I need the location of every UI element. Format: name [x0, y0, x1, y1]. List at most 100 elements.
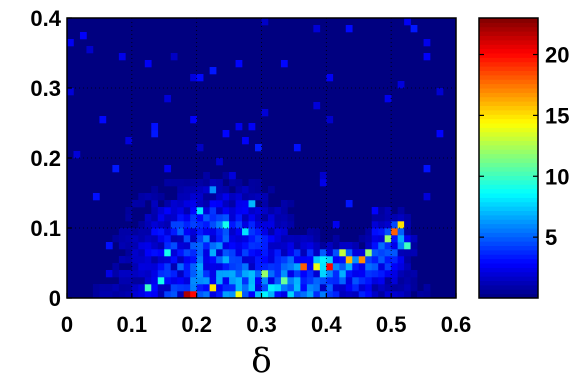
heatmap-cell [144, 291, 152, 299]
heatmap-cell [216, 263, 223, 271]
heatmap-cell [293, 284, 301, 292]
heatmap-cell [196, 214, 204, 222]
heatmap-cell [300, 291, 308, 299]
heatmap-cell [319, 172, 327, 180]
colorbar-tick-label: 5 [545, 225, 557, 250]
x-tick-label: 0.3 [246, 312, 277, 337]
heatmap-cell [151, 249, 159, 257]
heatmap-cell [183, 186, 191, 194]
heatmap-cell [248, 263, 256, 271]
heatmap-cell [313, 284, 321, 292]
heatmap-cell [209, 256, 217, 264]
heatmap-cell [138, 291, 146, 299]
heatmap-cell [164, 242, 172, 250]
heatmap-cell [306, 291, 314, 299]
heatmap-cell [410, 235, 418, 243]
heatmap-cell [378, 228, 385, 236]
heatmap-cell [235, 207, 243, 215]
heatmap-cell [319, 263, 327, 271]
heatmap-cell [190, 186, 197, 194]
heatmap-cell [196, 284, 204, 292]
heatmap-cell [378, 221, 385, 229]
heatmap-cell [332, 249, 340, 257]
heatmap-cell [326, 291, 334, 299]
heatmap-cell [112, 165, 120, 173]
heatmap-cell [326, 263, 334, 271]
heatmap-cell [365, 263, 373, 271]
heatmap-cell [216, 221, 223, 229]
colorbar-swatch [479, 179, 538, 185]
heatmap-cell [157, 263, 165, 271]
heatmap-cell [157, 270, 165, 278]
heatmap-cell [151, 277, 159, 285]
heatmap-cell [326, 74, 334, 82]
heatmap-cell [280, 214, 288, 222]
colorbar-swatch [479, 289, 538, 295]
heatmap-cell [319, 277, 327, 285]
heatmap-cell [222, 263, 230, 271]
heatmap-cell [287, 277, 295, 285]
colorbar-swatch [479, 22, 538, 28]
heatmap-cell [183, 228, 191, 236]
heatmap-cell [209, 291, 217, 299]
heatmap-cell [391, 284, 398, 292]
heatmap-cell [404, 221, 411, 229]
heatmap-cell [267, 263, 275, 271]
heatmap-cell [293, 235, 301, 243]
heatmap-cell [378, 284, 385, 292]
heatmap-cell [235, 235, 243, 243]
heatmap-cell [378, 270, 385, 278]
heatmap-cell [177, 186, 184, 194]
heatmap-cell [222, 200, 230, 208]
heatmap-cell [164, 179, 172, 187]
heatmap-cell [151, 263, 159, 271]
heatmap-cell [203, 235, 210, 243]
heatmap-cell [164, 256, 172, 264]
heatmap-cell [267, 221, 275, 229]
heatmap-cell [138, 277, 146, 285]
heatmap-cell [209, 67, 217, 75]
heatmap-cell [183, 277, 191, 285]
heatmap-cell [190, 256, 197, 264]
heatmap-cell [164, 200, 172, 208]
heatmap-cell [157, 235, 165, 243]
heatmap-cell [131, 270, 139, 278]
heatmap-cell [170, 256, 178, 264]
heatmap-cell [209, 179, 217, 187]
heatmap-cell [365, 228, 373, 236]
heatmap-cell [391, 235, 398, 243]
heatmap-cell [190, 284, 197, 292]
heatmap-cell [397, 277, 405, 285]
colorbar-tick-label: 15 [545, 103, 569, 128]
heatmap-cell [222, 228, 230, 236]
heatmap-cell [267, 277, 275, 285]
heatmap-cell [274, 214, 282, 222]
heatmap-cell [345, 249, 353, 257]
heatmap-cell [170, 228, 178, 236]
heatmap-cell [255, 249, 262, 257]
heatmap-cell [196, 200, 204, 208]
heatmap-cell [300, 235, 308, 243]
x-tick-label: 0.4 [311, 312, 342, 337]
colorbar-swatch [479, 249, 538, 255]
heatmap-cell [118, 235, 126, 243]
heatmap-cell [378, 263, 385, 271]
heatmap-cell [267, 242, 275, 250]
heatmap-cell [306, 249, 314, 257]
heatmap-cell [248, 214, 256, 222]
heatmap-cell [203, 249, 210, 257]
colorbar-swatch [479, 219, 538, 225]
heatmap-cell [216, 256, 223, 264]
heatmap-cell [229, 263, 236, 271]
heatmap-cell [365, 235, 373, 243]
heatmap-cell [319, 291, 327, 299]
heatmap-cell [151, 256, 159, 264]
heatmap-cell [183, 200, 191, 208]
heatmap-cell [255, 179, 262, 187]
heatmap-cell [339, 270, 347, 278]
heatmap-cell [365, 284, 373, 292]
heatmap-cell [242, 214, 249, 222]
heatmap-cell [255, 256, 262, 264]
heatmap-cell [235, 186, 243, 194]
heatmap-cell [138, 221, 146, 229]
